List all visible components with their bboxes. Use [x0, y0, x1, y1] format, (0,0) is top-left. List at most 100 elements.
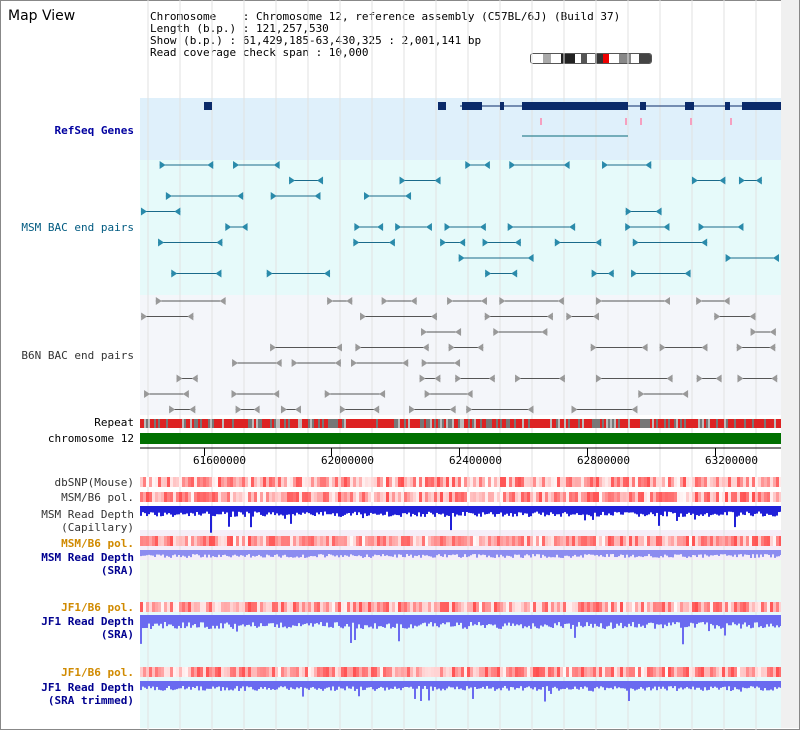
repeat-segment: [308, 419, 310, 428]
depth-bar: [630, 615, 632, 627]
depth-bar: [542, 681, 544, 688]
depth-bar: [534, 615, 536, 627]
depth-bar: [250, 506, 252, 528]
depth-bar: [768, 506, 770, 515]
depth-bar: [672, 550, 674, 558]
depth-bar: [738, 681, 740, 690]
depth-bar: [224, 681, 226, 691]
depth-bar: [166, 550, 168, 556]
heat-cell: [185, 492, 188, 502]
feature-canvas[interactable]: [140, 0, 781, 730]
depth-bar: [732, 615, 734, 623]
heat-cell: [545, 477, 548, 487]
heat-cell: [242, 536, 245, 546]
depth-bar: [680, 506, 682, 514]
vertical-scrollbar[interactable]: [781, 0, 799, 728]
repeat-segment: [726, 419, 728, 428]
heat-cell: [446, 492, 449, 502]
heat-cell: [311, 492, 314, 502]
repeat-segment: [632, 419, 634, 428]
depth-bar: [760, 681, 762, 691]
heat-cell: [140, 492, 143, 502]
depth-bar: [744, 550, 746, 555]
heat-cell: [461, 667, 464, 677]
bac-end: [750, 328, 757, 336]
depth-bar: [350, 681, 352, 689]
repeat-segment: [154, 419, 156, 428]
repeat-segment: [492, 419, 494, 428]
depth-bar: [208, 681, 210, 689]
depth-bar: [662, 681, 664, 687]
repeat-segment: [744, 419, 746, 428]
depth-bar: [256, 615, 258, 628]
depth-bar: [516, 615, 518, 625]
repeat-segment: [728, 419, 730, 428]
heat-cell: [593, 536, 596, 546]
depth-bar: [490, 550, 492, 558]
heat-cell: [161, 477, 164, 487]
depth-bar: [158, 615, 160, 626]
repeat-segment: [282, 419, 284, 428]
depth-bar: [212, 615, 214, 626]
heat-cell: [359, 477, 362, 487]
depth-bar: [258, 550, 260, 555]
heat-cell: [686, 536, 689, 546]
depth-bar: [528, 615, 530, 626]
show-info: Show (b.p.) : 61,429,185-63,430,325 : 2,…: [150, 34, 482, 47]
heat-cell: [230, 492, 233, 502]
heat-cell: [377, 536, 380, 546]
bac-end: [434, 176, 441, 185]
tracks-area[interactable]: [140, 0, 781, 730]
heat-cell: [368, 492, 371, 502]
b6n-bac-track[interactable]: [140, 295, 781, 415]
depth-bar: [636, 550, 638, 557]
repeat-segment: [558, 419, 560, 428]
heat-cell: [500, 536, 503, 546]
depth-bar: [638, 550, 640, 557]
repeat-segment: [588, 419, 590, 428]
depth-bar: [306, 506, 308, 513]
axis-tick-label: 62400000: [449, 454, 502, 467]
depth-bar: [190, 506, 192, 513]
repeat-segment: [364, 419, 366, 428]
depth-bar: [328, 681, 330, 688]
depth-bar: [682, 506, 684, 517]
depth-bar: [712, 550, 714, 556]
heat-cell: [215, 492, 218, 502]
heat-cell: [635, 667, 638, 677]
heat-cell: [155, 667, 158, 677]
repeat-segment: [592, 419, 594, 428]
bac-end: [395, 223, 402, 231]
heat-cell: [764, 492, 767, 502]
depth-bar: [186, 550, 188, 558]
depth-bar: [754, 681, 756, 689]
heat-cell: [296, 602, 299, 612]
repeat-segment: [474, 419, 476, 428]
heat-cell: [251, 667, 254, 677]
depth-bar: [248, 506, 250, 514]
depth-bar: [554, 681, 556, 687]
depth-bar: [686, 506, 688, 514]
depth-bar: [604, 681, 606, 691]
heat-cell: [455, 492, 458, 502]
heat-cell: [254, 536, 257, 546]
depth-bar: [174, 550, 176, 555]
depth-bar: [332, 681, 334, 687]
refseq-track[interactable]: [140, 98, 781, 160]
heat-cell: [410, 492, 413, 502]
chromosome-ideogram[interactable]: [530, 53, 652, 64]
depth-bar: [544, 681, 546, 702]
heat-cell: [269, 492, 272, 502]
depth-bar: [668, 615, 670, 623]
depth-bar: [690, 681, 692, 690]
heat-cell: [167, 492, 170, 502]
depth-bar: [528, 681, 530, 687]
repeat-segment: [400, 419, 402, 428]
depth-bar: [564, 681, 566, 689]
heat-cell: [587, 492, 590, 502]
repeat-segment: [298, 419, 300, 428]
depth-bar: [416, 506, 418, 517]
heat-cell: [170, 477, 173, 487]
depth-bar: [418, 550, 420, 556]
heat-cell: [743, 667, 746, 677]
